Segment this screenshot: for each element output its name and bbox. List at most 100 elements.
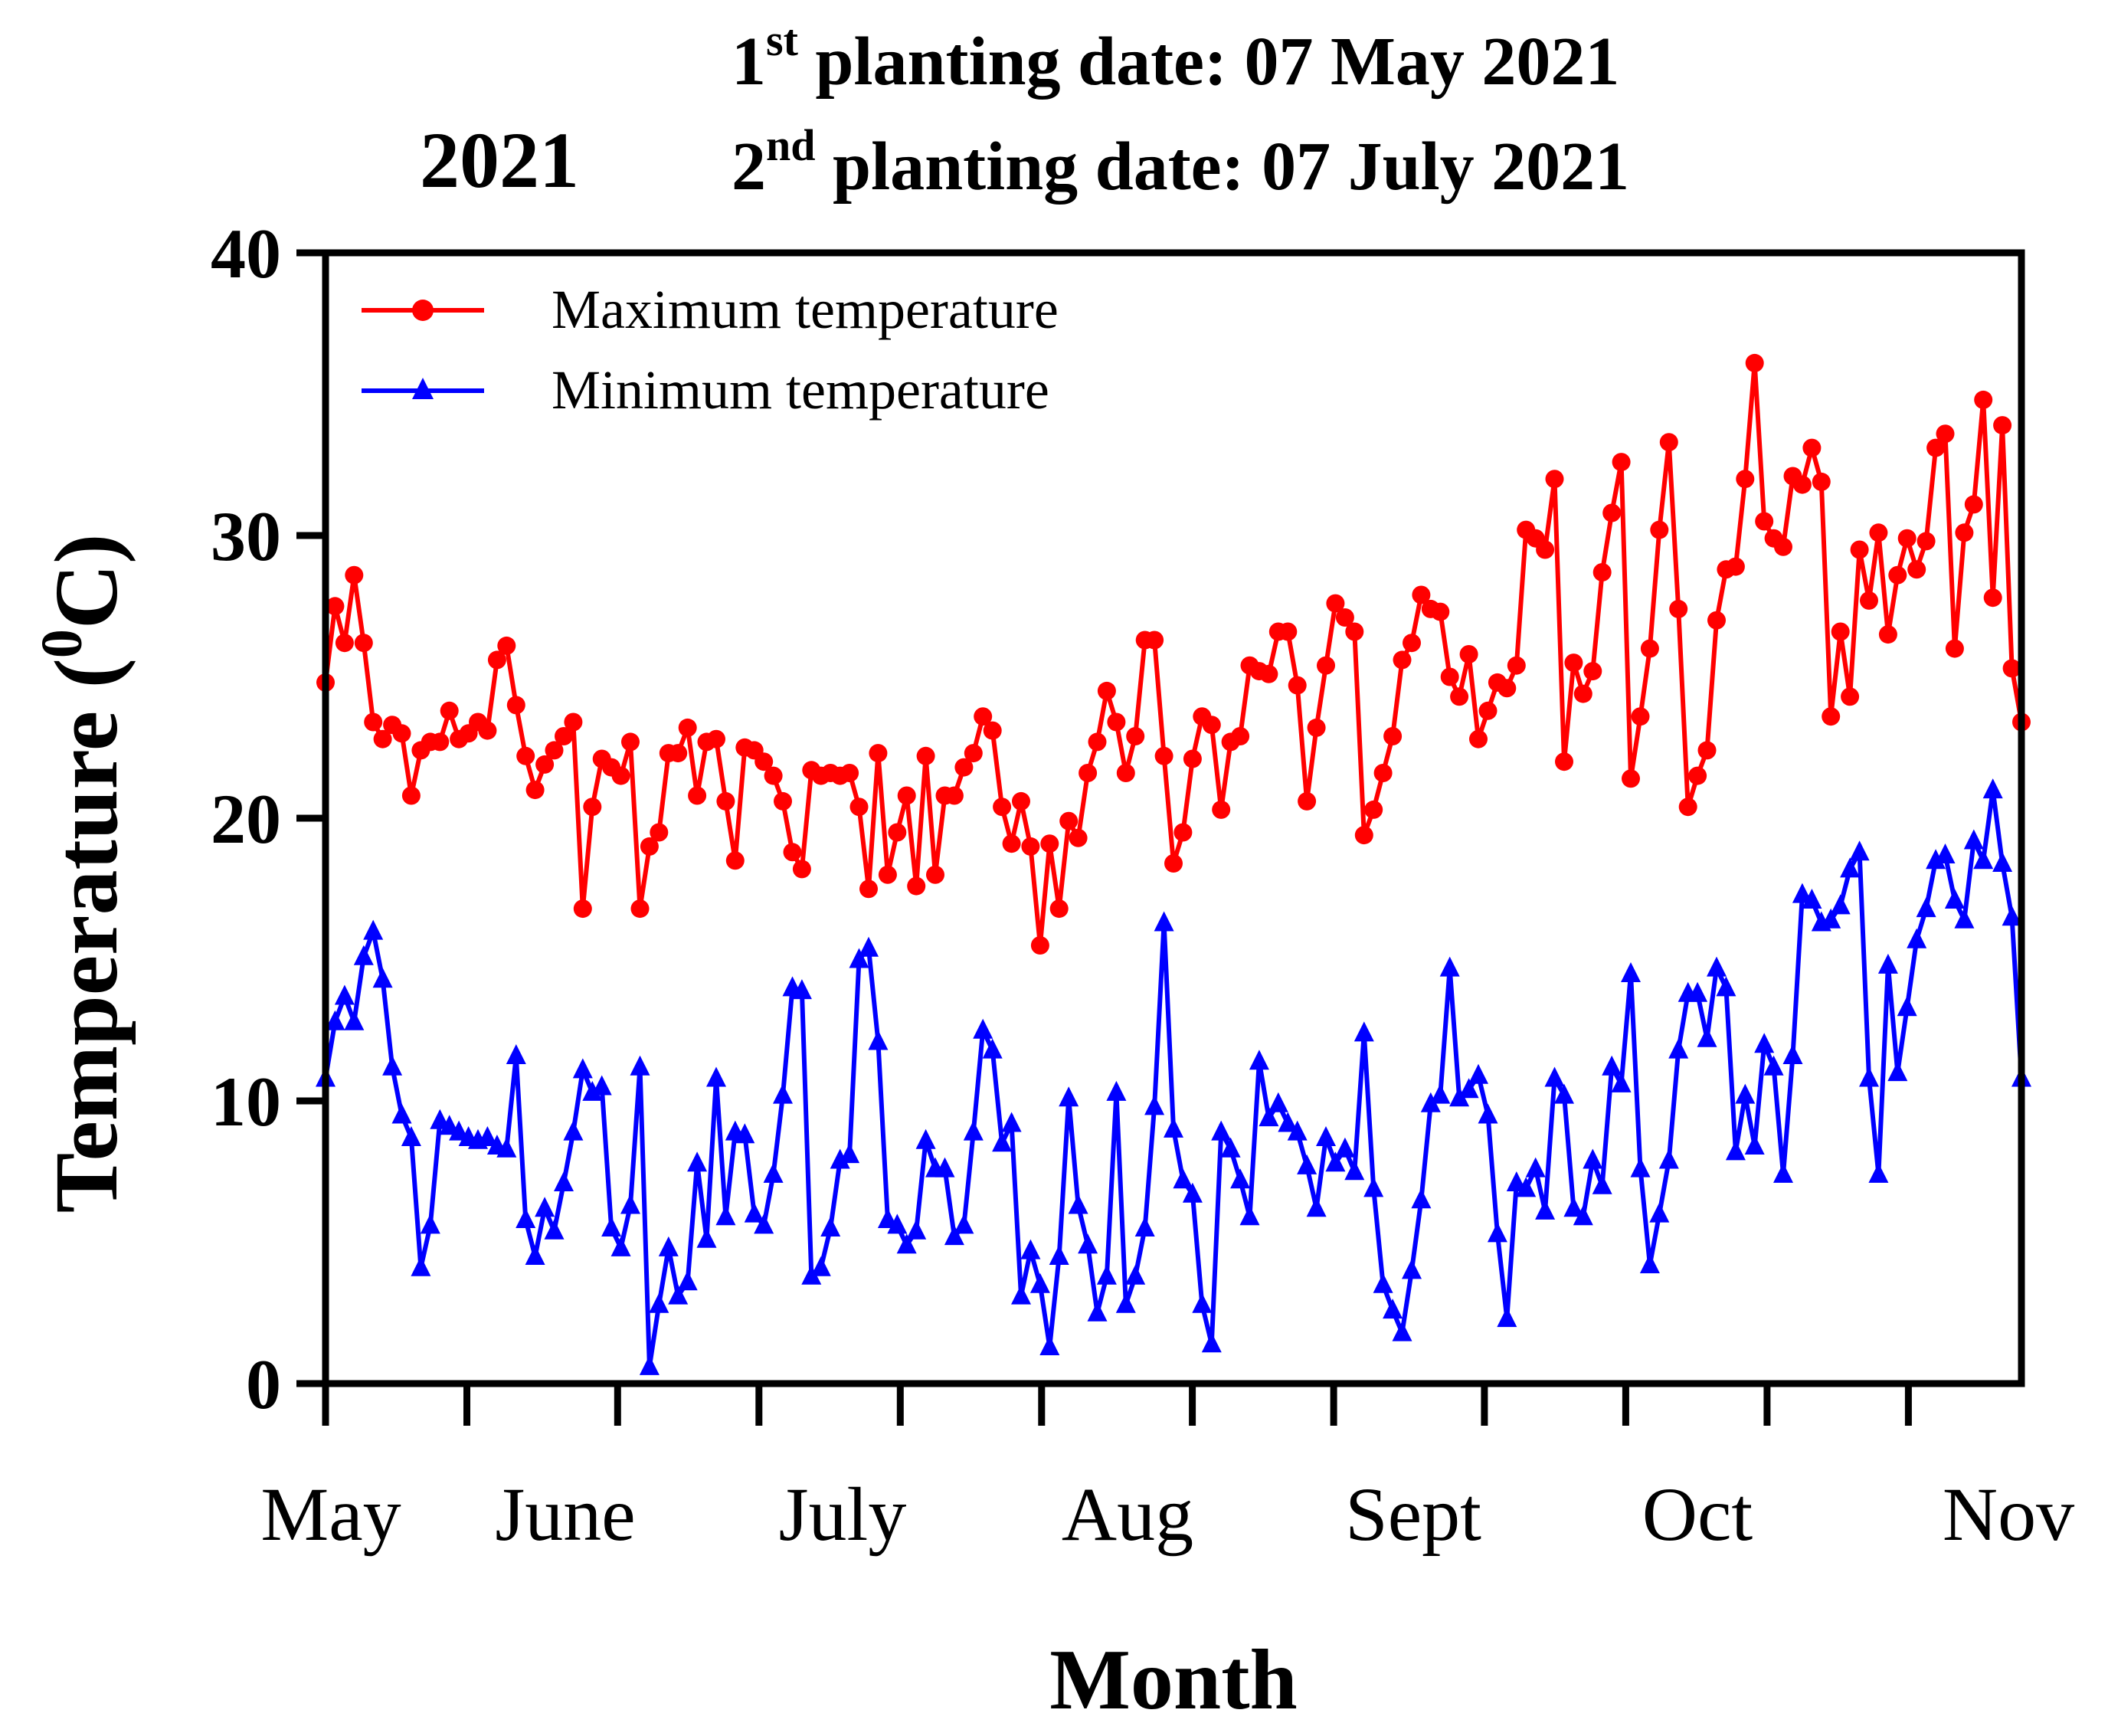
data-point-s0-104 (1307, 718, 1326, 737)
data-point-s0-122 (1478, 701, 1498, 720)
data-point-s0-173 (1964, 495, 1983, 514)
data-point-s1-22 (525, 1245, 545, 1265)
data-point-s0-151 (1755, 512, 1774, 531)
data-point-s1-96 (1230, 1168, 1251, 1189)
x-tick-label-june: June (495, 1472, 635, 1557)
data-point-s0-109 (1354, 826, 1373, 845)
data-point-s0-1 (326, 597, 345, 616)
data-point-s1-126 (1516, 1177, 1537, 1197)
data-point-s1-46 (754, 1214, 774, 1234)
y-axis-label-sup: 0 (30, 629, 94, 658)
data-point-s1-176 (1992, 852, 2013, 872)
data-point-s1-172 (1954, 908, 1975, 929)
data-point-s0-66 (944, 786, 964, 805)
data-point-s0-84 (1116, 764, 1135, 782)
data-point-s1-93 (1201, 1332, 1222, 1353)
data-point-s1-41 (706, 1066, 726, 1087)
data-point-s1-146 (1707, 956, 1727, 977)
data-point-s1-151 (1754, 1033, 1775, 1053)
data-point-s0-118 (1440, 667, 1459, 686)
data-point-s1-65 (935, 1157, 955, 1178)
data-point-s0-94 (1212, 800, 1231, 819)
data-point-s0-57 (859, 879, 878, 899)
data-point-s1-107 (1334, 1137, 1355, 1158)
data-point-s0-60 (888, 823, 907, 842)
data-point-s1-78 (1059, 1086, 1079, 1107)
data-point-s1-40 (696, 1227, 717, 1248)
data-point-s1-154 (1782, 1044, 1803, 1064)
data-point-s0-83 (1107, 712, 1126, 732)
data-point-s1-174 (1973, 849, 1994, 870)
data-point-s1-98 (1249, 1050, 1269, 1070)
data-point-s1-24 (544, 1219, 565, 1240)
data-point-s1-175 (1982, 778, 2003, 799)
data-point-s1-164 (1877, 953, 1898, 974)
data-point-s1-138 (1630, 1157, 1651, 1178)
data-point-s1-51 (801, 1264, 822, 1285)
data-point-s0-26 (564, 712, 583, 732)
data-point-s0-31 (611, 766, 630, 785)
data-point-s0-62 (907, 876, 926, 896)
data-point-s0-150 (1745, 353, 1764, 372)
data-point-s0-119 (1450, 687, 1469, 706)
data-point-s1-58 (868, 1030, 889, 1050)
data-point-s0-175 (1983, 588, 2002, 608)
data-point-s1-36 (658, 1236, 679, 1256)
data-point-s1-23 (535, 1197, 555, 1217)
data-point-s1-145 (1697, 1027, 1717, 1047)
data-point-s0-134 (1592, 563, 1612, 581)
data-point-s1-63 (915, 1128, 936, 1149)
planting-date-1: 1st planting date: 07 May 2021 (732, 15, 1619, 100)
data-point-s1-35 (649, 1292, 669, 1313)
data-point-s0-27 (573, 899, 592, 919)
data-point-s1-147 (1716, 976, 1736, 997)
data-point-s1-75 (1029, 1273, 1050, 1293)
data-point-s1-117 (1430, 1083, 1451, 1104)
data-point-s0-50 (792, 860, 811, 879)
data-point-s1-42 (715, 1205, 736, 1226)
data-point-s1-135 (1602, 1055, 1622, 1076)
data-point-s1-91 (1182, 1182, 1203, 1203)
data-point-s0-117 (1431, 602, 1450, 621)
data-point-s1-131 (1563, 1197, 1584, 1217)
data-point-s0-138 (1631, 707, 1650, 726)
data-point-s0-8 (392, 724, 411, 743)
data-point-s1-47 (763, 1162, 784, 1183)
data-point-s1-101 (1278, 1112, 1298, 1132)
data-point-s1-31 (610, 1236, 631, 1256)
data-point-s0-89 (1164, 854, 1183, 873)
data-point-s0-142 (1669, 599, 1688, 618)
data-point-s1-32 (620, 1194, 640, 1214)
data-point-s1-73 (1011, 1284, 1031, 1305)
y-axis: 0 10 20 30 40 (211, 215, 326, 1423)
data-point-s1-17 (477, 1126, 498, 1146)
data-point-s0-172 (1955, 523, 1974, 542)
data-point-s1-128 (1535, 1199, 1556, 1220)
data-point-s1-80 (1078, 1233, 1098, 1254)
data-point-s1-53 (820, 1217, 841, 1236)
data-point-s0-108 (1345, 622, 1364, 641)
series-min (316, 778, 2031, 1375)
data-point-s0-93 (1202, 716, 1221, 735)
data-point-s1-99 (1259, 1106, 1279, 1127)
data-point-s0-38 (678, 718, 697, 737)
data-point-s0-85 (1126, 727, 1145, 745)
data-point-s0-71 (993, 798, 1012, 817)
data-point-s1-44 (735, 1123, 755, 1144)
data-point-s0-34 (640, 837, 659, 856)
planting-date-1-text: planting date: 07 May 2021 (798, 24, 1620, 100)
data-point-s1-8 (391, 1103, 412, 1124)
data-point-s1-38 (677, 1270, 698, 1291)
data-point-s1-37 (668, 1284, 689, 1305)
data-point-s1-124 (1497, 1307, 1517, 1328)
data-point-s0-161 (1850, 540, 1869, 559)
data-point-s0-111 (1373, 764, 1393, 782)
data-point-s1-26 (563, 1120, 584, 1141)
data-point-s0-76 (1040, 834, 1059, 853)
data-point-s1-163 (1868, 1162, 1889, 1183)
data-point-s1-84 (1115, 1292, 1136, 1313)
data-point-s1-112 (1383, 1299, 1403, 1319)
data-point-s0-68 (964, 744, 983, 763)
data-point-s0-90 (1173, 823, 1193, 842)
data-point-s1-108 (1344, 1160, 1365, 1181)
